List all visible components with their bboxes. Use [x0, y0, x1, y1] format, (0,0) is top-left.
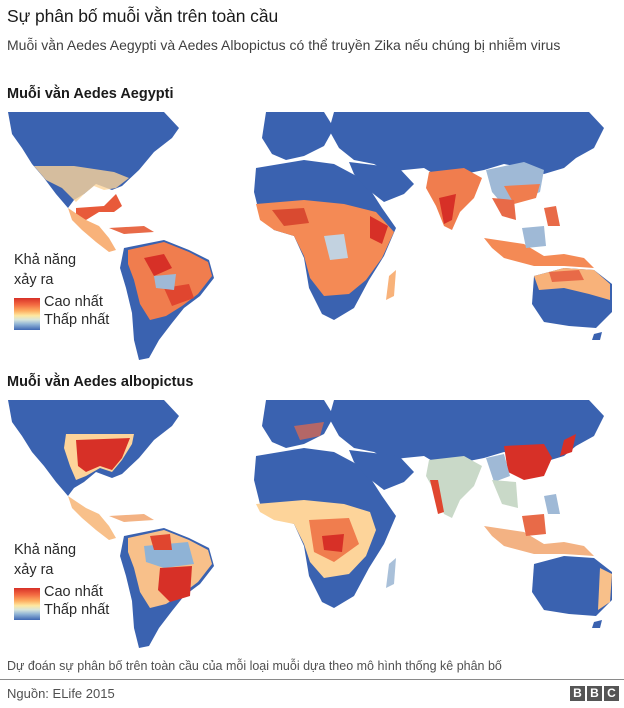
source: Nguồn: ELife 2015 [7, 686, 115, 701]
legend-scale: Cao nhất Thấp nhất [14, 583, 109, 620]
legend-title: Khả năng xảy ra [14, 542, 77, 578]
world-map-albopictus [8, 400, 612, 648]
legend-albopictus: Khả năng xảy ra Cao nhất Thấp nhất [14, 540, 109, 620]
map-title-albopictus: Muỗi vằn Aedes albopictus [7, 374, 194, 390]
color-ramp [14, 588, 40, 620]
legend-scale: Cao nhất Thấp nhất [14, 293, 109, 330]
caption: Dự đoán sự phân bố trên toàn cầu của mỗi… [7, 659, 502, 673]
logo-letter: B [587, 686, 602, 701]
chart-subtitle: Muỗi vằn Aedes Aegypti và Aedes Albopict… [7, 37, 561, 53]
map-title-aegypti: Muỗi vằn Aedes Aegypti [7, 86, 174, 102]
logo-letter: B [570, 686, 585, 701]
divider [0, 679, 624, 680]
chart-title: Sự phân bố muỗi vằn trên toàn cầu [7, 6, 279, 26]
color-ramp [14, 298, 40, 330]
legend-high-label: Cao nhất [44, 584, 103, 600]
bbc-logo: B B C [570, 686, 619, 701]
legend-aegypti: Khả năng xảy ra Cao nhất Thấp nhất [14, 250, 109, 330]
logo-letter: C [604, 686, 619, 701]
world-map-aegypti [8, 112, 612, 360]
legend-title: Khả năng xảy ra [14, 252, 77, 288]
legend-low-label: Thấp nhất [44, 312, 110, 328]
legend-high-label: Cao nhất [44, 294, 103, 310]
legend-low-label: Thấp nhất [44, 602, 110, 618]
